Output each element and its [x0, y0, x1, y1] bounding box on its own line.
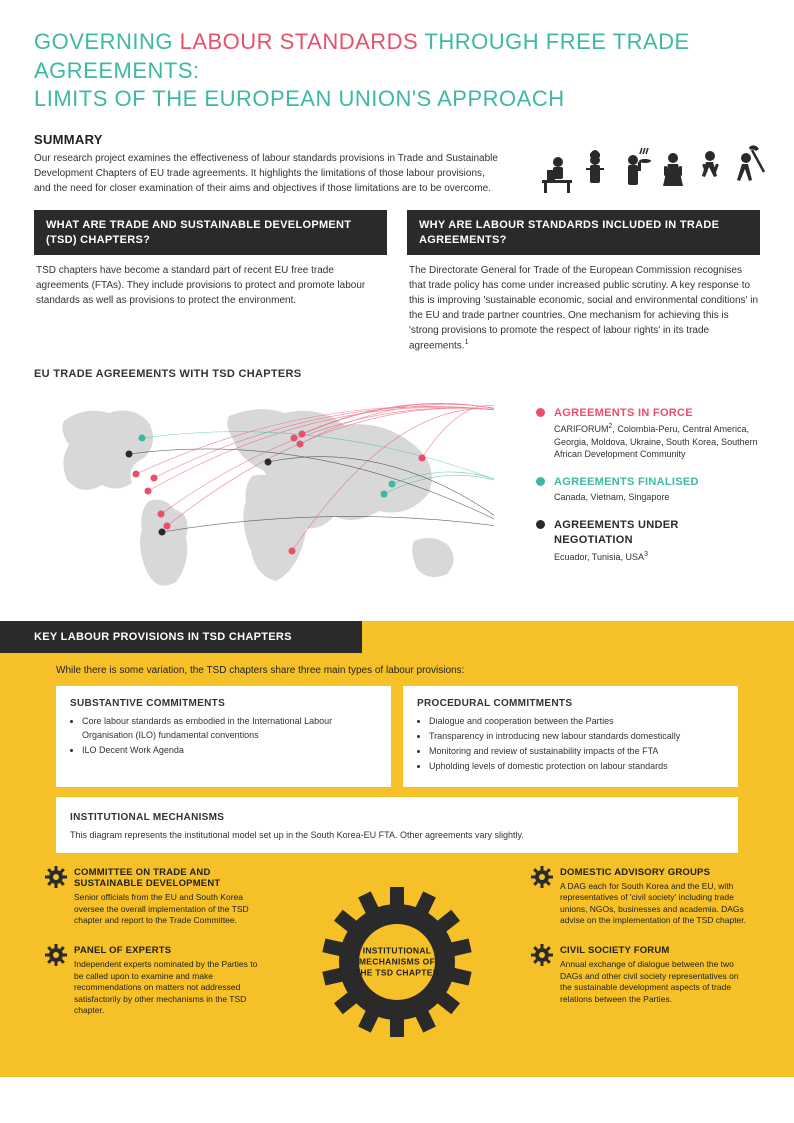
why-header: WHY ARE LABOUR STANDARDS INCLUDED IN TRA…: [407, 210, 760, 256]
why-body: The Directorate General for Trade of the…: [407, 263, 760, 353]
gear-col-left: COMMITTEE ON TRADE AND SUSTAINABLE DEVEL…: [44, 867, 264, 1035]
inst-title: INSTITUTIONAL MECHANISMS: [70, 812, 224, 823]
gi-body: Senior officials from the EU and South K…: [74, 892, 264, 926]
yellow-intro: While there is some variation, the TSD c…: [34, 653, 760, 686]
center-gear-label: INSTITUTIONAL MECHANISMS OF THE TSD CHAP…: [352, 945, 442, 978]
legend-dot-pink: [536, 408, 545, 417]
two-column-section: WHAT ARE TRADE AND SUSTAINABLE DEVELOPME…: [34, 210, 760, 354]
legend-dot-dark: [536, 520, 545, 529]
summary-block: SUMMARY Our research project examines th…: [34, 132, 760, 196]
world-map-svg: [34, 386, 494, 606]
gear-icon: [44, 865, 68, 889]
gear-item-csf: CIVIL SOCIETY FORUM Annual exchange of d…: [530, 945, 750, 1005]
gear-col-right: DOMESTIC ADVISORY GROUPS A DAG each for …: [530, 867, 750, 1024]
legend-negotiation: AGREEMENTS UNDER NEGOTIATION Ecuador, Tu…: [540, 518, 760, 563]
list-item: Monitoring and review of sustainability …: [429, 745, 724, 759]
summary-text: Our research project examines the effect…: [34, 151, 504, 196]
procedural-list: Dialogue and cooperation between the Par…: [417, 715, 724, 774]
substantive-list: Core labour standards as embodied in the…: [70, 715, 377, 758]
list-item: Dialogue and cooperation between the Par…: [429, 715, 724, 729]
map-legend: AGREEMENTS IN FORCE CARIFORUM2, Colombia…: [540, 406, 760, 578]
legend-dot-teal: [536, 477, 545, 486]
white-boxes: SUBSTANTIVE COMMITMENTS Core labour stan…: [56, 686, 738, 787]
gear-item-panel: PANEL OF EXPERTS Independent experts nom…: [44, 945, 264, 1017]
title-part-2: LABOUR STANDARDS: [180, 29, 419, 54]
list-item: Core labour standards as embodied in the…: [82, 715, 377, 743]
map-container: AGREEMENTS IN FORCE CARIFORUM2, Colombia…: [34, 386, 760, 611]
legend-body-1: Canada, Vietnam, Singapore: [554, 491, 760, 504]
legend-title-2: AGREEMENTS UNDER NEGOTIATION: [554, 518, 760, 549]
procedural-box: PROCEDURAL COMMITMENTS Dialogue and coop…: [403, 686, 738, 787]
legend-body-0: CARIFORUM2, Colombia-Peru, Central Ameri…: [554, 422, 760, 461]
gear-section: COMMITTEE ON TRADE AND SUSTAINABLE DEVEL…: [44, 867, 750, 1057]
legend-finalised: AGREEMENTS FINALISED Canada, Vietnam, Si…: [540, 475, 760, 504]
gi-body: Independent experts nominated by the Par…: [74, 959, 264, 1016]
legend-in-force: AGREEMENTS IN FORCE CARIFORUM2, Colombia…: [540, 406, 760, 461]
legend-body-2: Ecuador, Tunisia, USA3: [554, 550, 760, 564]
gi-title: DOMESTIC ADVISORY GROUPS: [560, 867, 750, 878]
list-item: Transparency in introducing new labour s…: [429, 730, 724, 744]
title-part-4: LIMITS OF THE EUROPEAN UNION'S APPROACH: [34, 86, 565, 111]
left-column: WHAT ARE TRADE AND SUSTAINABLE DEVELOPME…: [34, 210, 387, 354]
gi-body: A DAG each for South Korea and the EU, w…: [560, 881, 750, 927]
list-item: Upholding levels of domestic protection …: [429, 760, 724, 774]
procedural-title: PROCEDURAL COMMITMENTS: [417, 698, 724, 709]
gear-icon: [530, 943, 554, 967]
right-column: WHY ARE LABOUR STANDARDS INCLUDED IN TRA…: [407, 210, 760, 354]
page-title: GOVERNING LABOUR STANDARDS THROUGH FREE …: [34, 28, 760, 114]
workers-icons: [538, 140, 768, 195]
title-part-1: GOVERNING: [34, 29, 180, 54]
tsd-body: TSD chapters have become a standard part…: [34, 263, 387, 308]
legend-title-0: AGREEMENTS IN FORCE: [554, 406, 760, 421]
gear-icon: [530, 865, 554, 889]
gi-title: CIVIL SOCIETY FORUM: [560, 945, 750, 956]
key-header: KEY LABOUR PROVISIONS IN TSD CHAPTERS: [0, 621, 362, 653]
yellow-section: KEY LABOUR PROVISIONS IN TSD CHAPTERS Wh…: [0, 621, 794, 1077]
gear-icon: [44, 943, 68, 967]
substantive-title: SUBSTANTIVE COMMITMENTS: [70, 698, 377, 709]
gi-title: PANEL OF EXPERTS: [74, 945, 264, 956]
gear-item-committee: COMMITTEE ON TRADE AND SUSTAINABLE DEVEL…: [44, 867, 264, 927]
map-heading: EU TRADE AGREEMENTS WITH TSD CHAPTERS: [34, 368, 760, 380]
gi-title: COMMITTEE ON TRADE AND SUSTAINABLE DEVEL…: [74, 867, 264, 890]
legend-title-1: AGREEMENTS FINALISED: [554, 475, 760, 490]
inst-body: This diagram represents the institutiona…: [70, 830, 524, 840]
institutional-box: INSTITUTIONAL MECHANISMS This diagram re…: [56, 797, 738, 853]
gear-item-dag: DOMESTIC ADVISORY GROUPS A DAG each for …: [530, 867, 750, 927]
list-item: ILO Decent Work Agenda: [82, 744, 377, 758]
substantive-box: SUBSTANTIVE COMMITMENTS Core labour stan…: [56, 686, 391, 787]
tsd-header: WHAT ARE TRADE AND SUSTAINABLE DEVELOPME…: [34, 210, 387, 256]
gi-body: Annual exchange of dialogue between the …: [560, 959, 750, 1005]
